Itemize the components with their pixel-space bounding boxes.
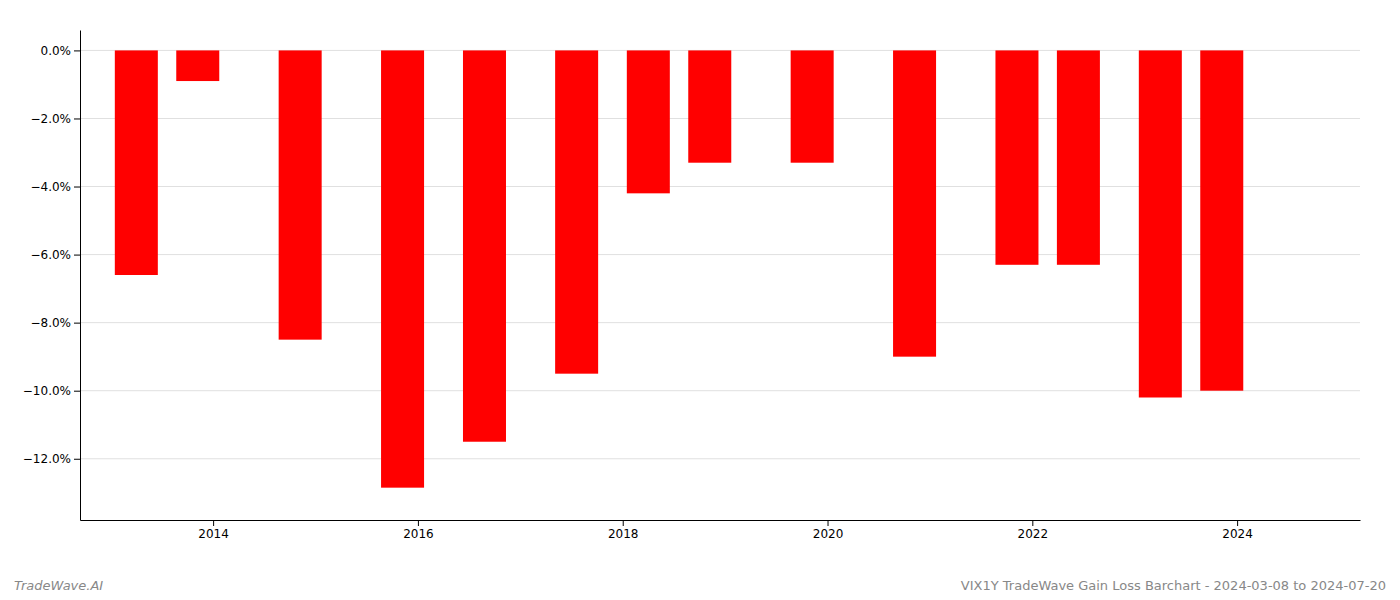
x-tick-label: 2014 [198,527,229,541]
grid-line [80,458,1360,459]
footer-right: VIX1Y TradeWave Gain Loss Barchart - 202… [961,578,1386,593]
bar [1200,50,1243,390]
x-tick: 2022 [1018,520,1049,541]
x-tick: 2014 [198,520,229,541]
bar [1057,50,1100,264]
x-tick: 2024 [1222,520,1253,541]
y-tick-label: −2.0% [30,112,71,126]
bar [381,50,424,487]
y-tick-mark [74,391,80,392]
bar [176,50,219,81]
y-tick-label: −10.0% [23,384,71,398]
bar [791,50,834,162]
x-tick-label: 2016 [403,527,434,541]
y-axis-line [80,31,81,521]
x-tick-mark [213,520,214,526]
x-axis: 2014 2016 2018 2020 2022 2024 [81,520,1361,541]
y-tick-label: −6.0% [30,248,71,262]
y-tick-mark [74,50,80,51]
y-tick: −12.0% [23,452,80,466]
y-tick: 0.0% [41,44,81,58]
x-tick-mark [623,520,624,526]
x-tick: 2016 [403,520,434,541]
x-axis-line [81,520,1361,521]
y-tick: −6.0% [30,248,80,262]
chart: 0.0% −2.0% −4.0% −6.0% −8.0% −10.0% −12.0% 2014… [0,0,1400,600]
x-tick-mark [1237,520,1238,526]
x-tick-label: 2022 [1018,527,1049,541]
y-tick-label: −4.0% [30,180,71,194]
x-tick-label: 2024 [1222,527,1253,541]
y-tick-mark [74,459,80,460]
y-tick-mark [74,255,80,256]
bar [115,50,158,275]
x-tick-mark [418,520,419,526]
x-tick-mark [1032,520,1033,526]
bar [995,50,1038,264]
bar [893,50,936,356]
y-tick: −10.0% [23,384,80,398]
y-axis: 0.0% −2.0% −4.0% −6.0% −8.0% −10.0% −12.0% [23,31,81,521]
bar [463,50,506,441]
y-tick: −2.0% [30,112,80,126]
y-tick: −4.0% [30,180,80,194]
bar [279,50,322,339]
bar [1139,50,1182,397]
x-tick-label: 2018 [608,527,639,541]
y-tick-mark [74,118,80,119]
y-tick-label: −12.0% [23,452,71,466]
plot-area: 0.0% −2.0% −4.0% −6.0% −8.0% −10.0% −12.0% 2014… [23,31,1361,541]
grid [80,50,1360,458]
y-tick-label: −8.0% [30,316,71,330]
x-tick-label: 2020 [813,527,844,541]
bar [627,50,670,193]
x-tick: 2018 [608,520,639,541]
x-tick: 2020 [813,520,844,541]
bar [555,50,598,373]
y-tick: −8.0% [30,316,80,330]
x-tick-mark [828,520,829,526]
y-tick-mark [74,323,80,324]
bar [688,50,731,162]
y-tick-label: 0.0% [41,44,72,58]
y-tick-mark [74,187,80,188]
footer-left: TradeWave.AI [14,578,103,593]
bars [115,50,1243,487]
